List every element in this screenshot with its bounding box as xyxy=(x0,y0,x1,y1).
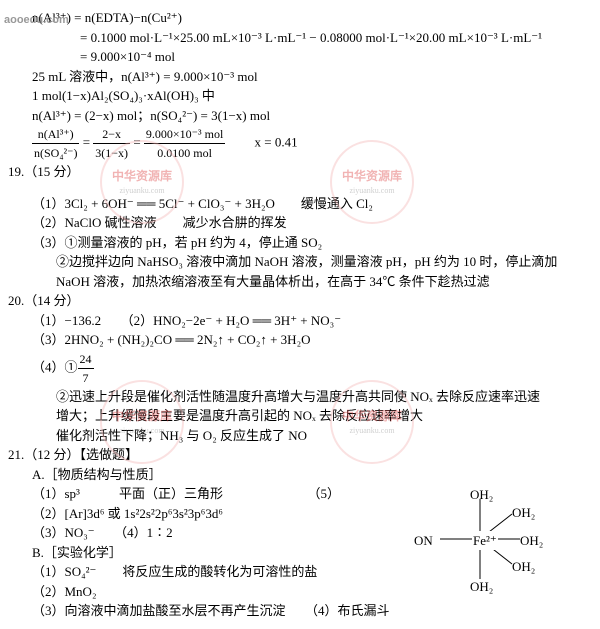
answer-line: （1）3Cl₂ + 6OH⁻ ══ 5Cl⁻ + ClO₃⁻ + 3H₂O 缓慢… xyxy=(8,194,592,214)
answer-line: 催化剂活性下降；NH₃ 与 O₂ 反应生成了 NO xyxy=(8,426,592,446)
q19-header: 19.（15 分） xyxy=(8,162,592,182)
fe-complex-diagram: Fe²⁺ OH₂ OH₂ ON OH₂ OH₂ OH₂ xyxy=(420,489,550,599)
answer-line: （1）−136.2 （2）HNO₂−2e⁻ + H₂O ══ 3H⁺ + NO₃… xyxy=(8,311,592,331)
answer-line: ②迅速上升段是催化剂活性随温度升高增大与温度升高共同使 NOₓ 去除反应速率迅速 xyxy=(8,387,592,407)
answer-line: （3）2HNO₂ + (NH₂)₂CO ══ 2N₂↑ + CO₂↑ + 3H₂… xyxy=(8,330,592,350)
answer-line: （3）①测量溶液的 pH，若 pH 约为 4，停止通 SO₂ xyxy=(8,233,592,253)
answer-line: （2）NaClO 碱性溶液 减少水合肼的挥发 xyxy=(8,213,592,233)
answer-line: 增大；上升缓慢段主要是温度升高引起的 NOₓ 去除反应速率增大 xyxy=(8,406,592,426)
eq-line: = 9.000×10⁻⁴ mol xyxy=(8,47,592,67)
q21-header: 21.（12 分）【选做题】 xyxy=(8,445,592,465)
eq-line: 1 mol(1−x)Al₂(SO₄)₃·xAl(OH)₃ 中 xyxy=(8,86,592,106)
site-watermark: aooedu.com xyxy=(4,14,69,26)
eq-line: 25 mL 溶液中，n(Al³⁺) = 9.000×10⁻³ mol xyxy=(8,67,592,87)
eq-line: n(Al³⁺) = n(EDTA)−n(Cu²⁺) xyxy=(8,8,592,28)
answer-fraction: （4）①247 xyxy=(8,350,592,387)
answer-line: NaOH 溶液，加热浓缩溶液至有大量晶体析出，在高于 34℃ 条件下趁热过滤 xyxy=(8,272,592,292)
section-a: A.［物质结构与性质］ xyxy=(8,465,592,485)
eq-line: = 0.1000 mol·L⁻¹×25.00 mL×10⁻³ L·mL⁻¹ − … xyxy=(8,28,592,48)
eq-fractions: n(Al³⁺)n(SO₄²⁻) = 2−x3(1−x) = 9.000×10⁻³… xyxy=(8,125,592,162)
eq-line: n(Al³⁺) = (2−x) mol；n(SO₄²⁻) = 3(1−x) mo… xyxy=(8,106,592,126)
q20-header: 20.（14 分） xyxy=(8,291,592,311)
answer-line: ②边搅拌边向 NaHSO₃ 溶液中滴加 NaOH 溶液，测量溶液 pH，pH 约… xyxy=(8,252,592,272)
answer-line: （3）向溶液中滴加盐酸至水层不再产生沉淀 （4）布氏漏斗 xyxy=(8,601,592,621)
